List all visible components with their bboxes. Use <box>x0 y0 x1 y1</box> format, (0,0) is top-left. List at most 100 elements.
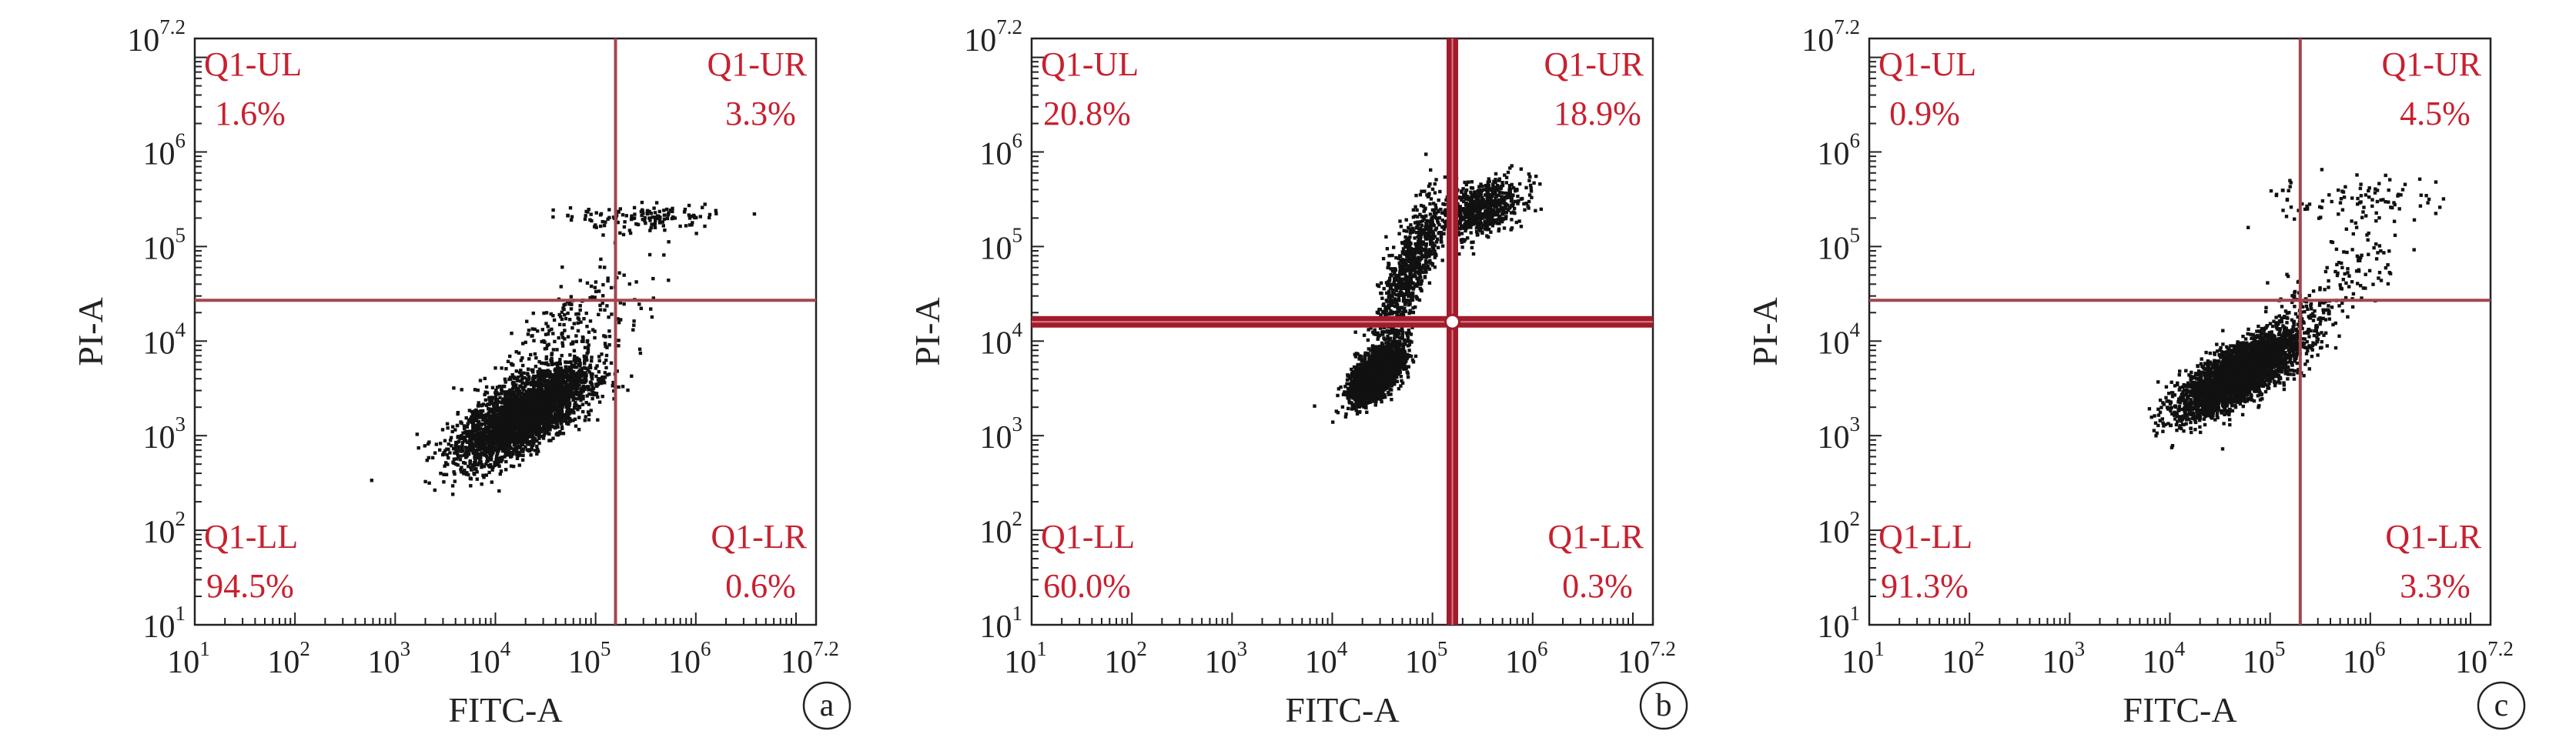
data-point <box>433 488 437 492</box>
data-point <box>493 409 497 412</box>
data-point <box>544 374 548 378</box>
data-point <box>1360 355 1363 359</box>
data-point <box>568 318 572 322</box>
data-point <box>497 458 501 462</box>
tick-exponent: 4 <box>1012 318 1023 341</box>
data-point <box>1376 331 1380 335</box>
data-point <box>1410 358 1415 362</box>
data-point <box>466 434 470 439</box>
data-point <box>587 402 591 406</box>
data-point <box>574 403 578 407</box>
data-point <box>574 334 578 338</box>
data-point <box>570 369 574 373</box>
data-point <box>483 432 487 436</box>
data-point <box>586 410 590 414</box>
data-point <box>559 371 564 375</box>
data-point <box>577 405 582 409</box>
data-point <box>1354 400 1358 405</box>
data-point <box>577 428 581 432</box>
tick-exponent: 4 <box>500 637 511 660</box>
data-point <box>497 416 500 420</box>
data-point <box>1374 399 1378 404</box>
data-point <box>479 455 483 459</box>
data-point <box>512 407 517 412</box>
data-point <box>603 371 607 375</box>
data-point <box>543 340 547 344</box>
data-point <box>599 257 603 262</box>
data-point <box>634 280 638 284</box>
data-point <box>561 389 565 393</box>
data-point <box>588 218 592 222</box>
data-point <box>585 325 589 329</box>
data-point <box>517 393 521 397</box>
data-point <box>525 380 530 384</box>
data-point <box>647 209 651 214</box>
data-point <box>559 285 563 289</box>
data-point <box>438 448 442 452</box>
data-point <box>490 480 493 484</box>
data-point <box>653 225 657 229</box>
data-point <box>503 446 507 449</box>
data-point <box>489 430 493 435</box>
data-point <box>1380 399 1383 404</box>
data-point <box>634 222 638 226</box>
data-point <box>540 418 544 422</box>
data-point <box>531 390 535 394</box>
data-point <box>560 416 565 419</box>
data-point <box>597 380 601 384</box>
data-point <box>594 211 598 215</box>
data-point <box>594 223 597 227</box>
flow-panel-b: 101 102 103 104 105 106 107.210110210310410510… <box>908 15 1688 730</box>
data-point <box>503 395 508 399</box>
data-point <box>543 395 547 399</box>
data-point <box>595 384 599 389</box>
data-point <box>556 390 560 394</box>
data-point <box>507 434 511 438</box>
data-point <box>647 252 652 257</box>
data-point <box>462 424 467 428</box>
data-point <box>531 370 535 374</box>
data-point <box>415 432 419 436</box>
data-point <box>497 462 500 466</box>
data-point <box>601 233 605 237</box>
data-point <box>576 316 580 320</box>
data-point <box>509 455 513 459</box>
data-point <box>601 219 604 224</box>
data-point <box>1386 334 1390 339</box>
data-point <box>537 367 542 371</box>
data-point <box>590 396 594 401</box>
data-point <box>508 446 512 449</box>
data-point <box>525 319 529 323</box>
data-point <box>490 444 493 448</box>
data-point <box>509 394 514 398</box>
data-point <box>630 214 634 218</box>
data-point <box>1355 365 1359 369</box>
data-point <box>543 412 547 416</box>
data-point <box>548 370 552 374</box>
data-point <box>503 412 507 416</box>
data-point <box>490 398 494 402</box>
tick-base: 10 <box>980 420 1012 456</box>
data-point <box>550 380 554 384</box>
data-point <box>517 436 522 440</box>
data-point <box>574 391 578 396</box>
data-point <box>524 340 527 345</box>
data-point <box>1356 362 1360 367</box>
data-point <box>667 240 671 244</box>
data-point <box>538 390 543 395</box>
data-point <box>537 420 541 424</box>
data-point <box>502 449 506 453</box>
data-point <box>511 424 515 429</box>
data-point <box>574 375 578 379</box>
data-point <box>575 359 579 363</box>
data-point <box>615 220 619 224</box>
data-point <box>1395 379 1399 383</box>
data-point <box>567 420 570 424</box>
data-point <box>601 395 604 399</box>
data-point <box>569 360 573 364</box>
data-point <box>517 422 520 426</box>
data-point <box>480 440 484 444</box>
data-point <box>495 413 499 417</box>
data-point <box>547 418 551 422</box>
data-point <box>502 429 506 433</box>
